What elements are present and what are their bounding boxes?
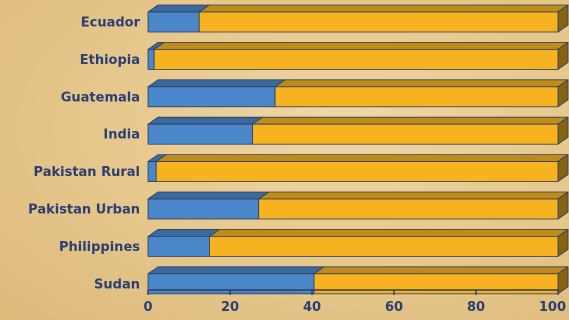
x-tick-label: 20 bbox=[221, 300, 239, 315]
bar-segment-series-2 bbox=[313, 273, 559, 295]
bar-group-philippines bbox=[147, 228, 569, 257]
bar-top-series-1 bbox=[147, 79, 286, 88]
bar-top-series-1 bbox=[147, 266, 325, 275]
bars-layer bbox=[147, 4, 569, 295]
bar-top-series-2 bbox=[155, 154, 569, 163]
bar-segment-series-1 bbox=[147, 49, 155, 70]
bar-segment-series-2 bbox=[274, 86, 559, 108]
x-tick-label: 100 bbox=[539, 300, 566, 315]
bar-top-series-2 bbox=[274, 79, 569, 88]
x-tick-label: 80 bbox=[467, 300, 485, 315]
category-label: Pakistan Urban bbox=[28, 203, 140, 218]
bar-segment-series-1 bbox=[147, 235, 210, 257]
bar-top-series-1 bbox=[147, 116, 263, 125]
x-axis: 0 20 40 60 80 100 bbox=[143, 289, 566, 315]
category-label: Ethiopia bbox=[80, 53, 140, 68]
bar-group-ecuador bbox=[147, 4, 569, 33]
bar-group-ethiopia bbox=[147, 42, 569, 70]
bar-segment-series-2 bbox=[153, 49, 559, 70]
bar-segment-series-1 bbox=[147, 198, 260, 220]
bar-top-series-2 bbox=[209, 228, 569, 237]
category-label: India bbox=[103, 128, 140, 143]
category-label: Guatemala bbox=[61, 90, 140, 105]
bar-group-india bbox=[147, 116, 569, 145]
category-labels: Ecuador Ethiopia Guatemala India Pakistan Ru… bbox=[28, 16, 140, 293]
bar-group-pakistan-rural bbox=[147, 154, 569, 183]
bar-segment-series-1 bbox=[147, 86, 276, 108]
category-label: Ecuador bbox=[81, 16, 141, 31]
bar-top-series-1 bbox=[147, 228, 220, 237]
bar-segment-series-2 bbox=[252, 123, 559, 145]
bar-top-series-2 bbox=[252, 116, 569, 125]
bar-segment-series-1 bbox=[147, 123, 253, 145]
bar-group-guatemala bbox=[147, 79, 569, 108]
bar-top-series-2 bbox=[313, 266, 569, 275]
bar-segment-series-2 bbox=[258, 198, 559, 220]
category-label: Sudan bbox=[94, 277, 140, 292]
bar-segment-series-1 bbox=[147, 161, 157, 183]
bar-top-series-2 bbox=[258, 191, 569, 200]
bar-segment-series-1 bbox=[147, 273, 315, 295]
bar-segment-series-2 bbox=[155, 161, 559, 183]
x-tick-label: 40 bbox=[303, 300, 321, 315]
category-label: Pakistan Rural bbox=[34, 165, 140, 180]
bar-top-series-2 bbox=[198, 4, 569, 13]
x-tick-label: 0 bbox=[143, 300, 152, 315]
bar-top-series-1 bbox=[147, 191, 270, 200]
bar-segment-series-1 bbox=[147, 11, 200, 33]
bar-segment-series-2 bbox=[198, 11, 559, 33]
category-label: Philippines bbox=[59, 240, 140, 255]
bar-group-pakistan-urban bbox=[147, 191, 569, 220]
x-tick-label: 60 bbox=[385, 300, 403, 315]
bar-group-sudan bbox=[147, 266, 569, 295]
bar-segment-series-2 bbox=[209, 235, 559, 257]
bar-top-series-2 bbox=[153, 42, 569, 50]
